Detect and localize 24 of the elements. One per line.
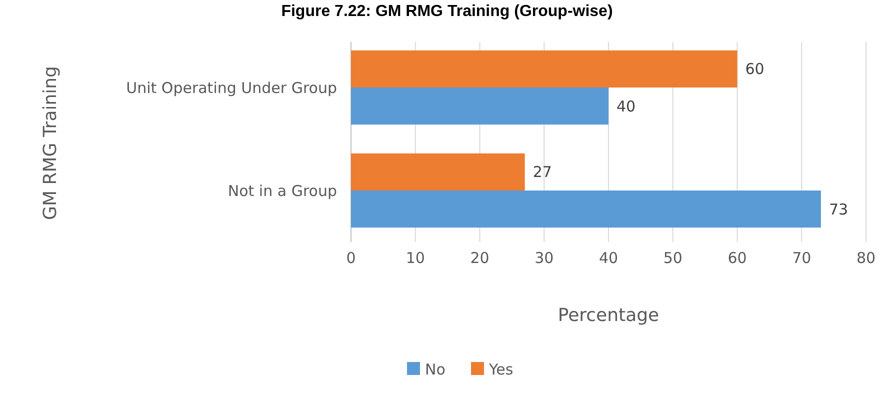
chart-title: Figure 7.22: GM RMG Training (Group-wise) (281, 3, 613, 20)
x-tick-label: 30 (534, 249, 554, 267)
x-tick-label: 80 (856, 249, 876, 267)
x-tick-label: 10 (406, 249, 425, 267)
x-tick-label: 0 (346, 249, 356, 267)
x-tick-label: 20 (470, 249, 490, 267)
data-label: 27 (532, 163, 552, 182)
bar (351, 153, 525, 190)
x-tick-label: 50 (663, 249, 682, 267)
legend-label: Yes (488, 360, 514, 378)
x-tick-label: 60 (728, 249, 747, 267)
data-label: 73 (828, 200, 848, 218)
bar (351, 50, 738, 88)
y-tick-label: Not in a Group (228, 182, 337, 200)
x-tick-label: 70 (792, 249, 812, 267)
y-axis-title: GM RMG Training (40, 66, 61, 220)
y-tick-label: Unit Operating Under Group (126, 78, 337, 97)
legend-label: No (425, 360, 446, 378)
data-label: 40 (616, 97, 636, 116)
data-label: 60 (745, 60, 764, 78)
x-tick-label: 40 (598, 249, 618, 267)
x-axis-title: Percentage (558, 305, 660, 326)
bar (351, 88, 608, 125)
bar (351, 190, 821, 228)
